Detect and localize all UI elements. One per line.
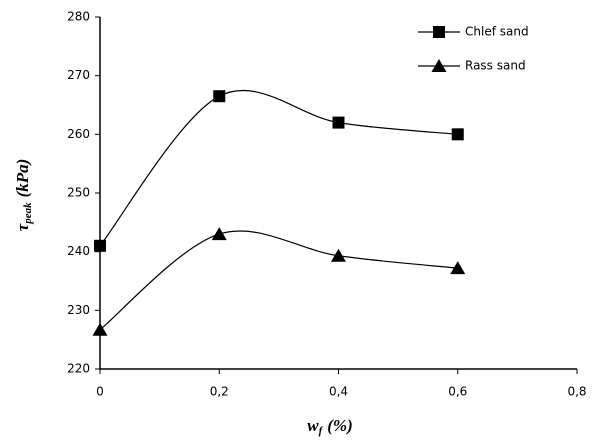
legend-marker	[433, 26, 445, 38]
y-tick-label: 240	[67, 244, 90, 258]
y-label-sub: peak	[22, 202, 34, 225]
x-tick-label: 0,8	[567, 385, 586, 399]
y-tick-label: 270	[67, 68, 90, 82]
marker	[94, 239, 106, 252]
marker	[211, 227, 227, 241]
series-line	[99, 230, 458, 331]
y-tick-label: 220	[67, 362, 90, 376]
x-label-sub: f	[319, 425, 324, 437]
x-tick-label: 0,4	[329, 385, 348, 399]
y-tick-label: 280	[67, 10, 90, 24]
x-axis-label: wf (%)	[307, 416, 353, 437]
y-axis-label: τpeak (kPa)	[13, 159, 34, 232]
marker	[331, 248, 346, 262]
x-tick-label: 0	[96, 385, 104, 399]
x-tick-label: 0,2	[210, 385, 229, 399]
y-tick-label: 230	[67, 303, 90, 317]
x-label-symbol: w	[307, 416, 319, 435]
legend-label: Chlef sand	[465, 25, 529, 39]
y-label-unit: (kPa)	[13, 159, 32, 198]
x-label-unit: (%)	[327, 416, 352, 435]
marker	[332, 116, 345, 129]
y-label-symbol: τ	[13, 223, 32, 231]
y-tick-label: 260	[67, 127, 90, 141]
x-tick-label: 0,6	[448, 385, 467, 399]
marker	[92, 322, 108, 336]
marker	[213, 90, 226, 103]
series-line	[99, 89, 458, 247]
marker	[450, 261, 466, 275]
legend-marker	[431, 59, 447, 72]
legend-label: Rass sand	[465, 59, 526, 73]
marker	[451, 128, 464, 141]
y-tick-label: 250	[67, 186, 90, 200]
